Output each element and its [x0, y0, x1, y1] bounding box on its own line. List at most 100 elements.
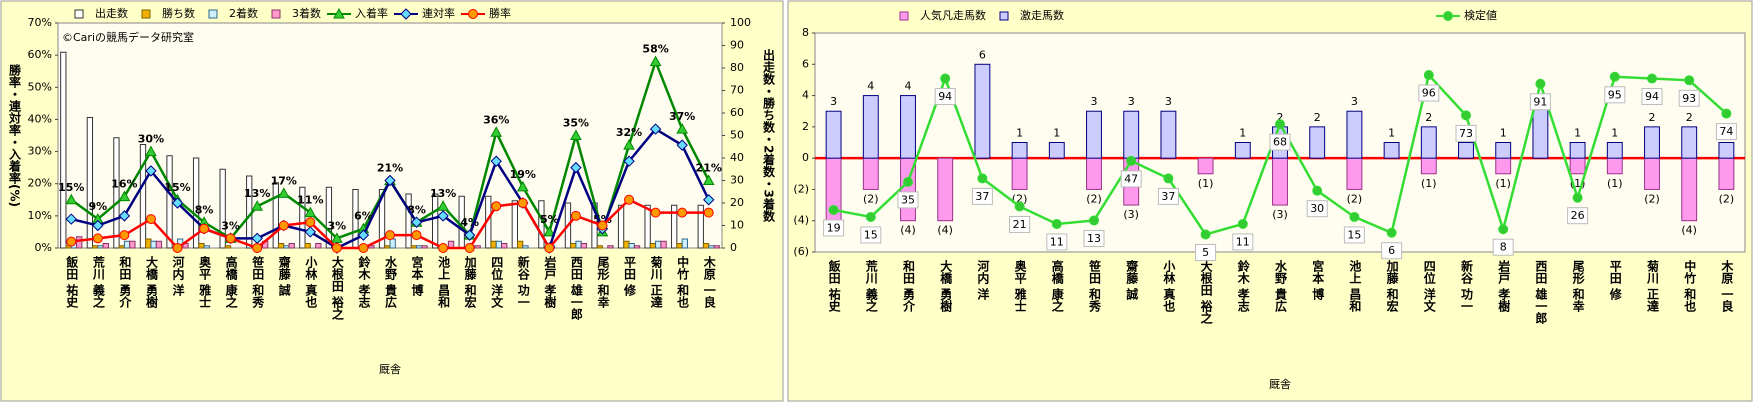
bar — [1011, 157, 1028, 190]
line-marker — [1051, 218, 1062, 229]
line-value-box — [1641, 88, 1663, 106]
line-marker — [1126, 155, 1137, 166]
line-marker — [118, 190, 131, 202]
bar-value-label: 1 — [1388, 127, 1395, 140]
legend-label: 連対率 — [422, 6, 455, 20]
legend-swatch — [999, 11, 1009, 21]
line-marker — [384, 174, 396, 187]
line-value-box — [1306, 200, 1328, 218]
bar-value-label: 2 — [1686, 111, 1693, 124]
bar — [862, 95, 879, 159]
x-tick-label: 岩戸 孝樹 — [543, 255, 557, 309]
line-marker — [119, 230, 130, 241]
y-tick-label: 2 — [802, 120, 809, 133]
bar — [676, 243, 683, 249]
bar — [511, 200, 518, 249]
line-marker — [304, 206, 317, 218]
line-value-label: 30% — [138, 133, 164, 146]
bar — [575, 240, 582, 249]
y2-tick-label: 80 — [730, 61, 744, 74]
x-tick-label: 平田 修 — [1608, 260, 1622, 301]
line-marker — [1386, 227, 1397, 238]
bar — [628, 243, 635, 249]
line-marker — [490, 126, 503, 137]
bar-value-label: (1) — [1495, 177, 1511, 190]
line-value-label: 16% — [111, 178, 137, 191]
line-marker — [977, 173, 988, 184]
y2-tick-label: 90 — [730, 39, 744, 52]
bar — [1346, 110, 1363, 159]
line-value-box — [1455, 124, 1477, 142]
y2-tick-label: 20 — [730, 196, 744, 209]
bar — [410, 245, 418, 249]
line-value-label: 21 — [1013, 218, 1027, 231]
bar — [192, 157, 200, 249]
line-value-label: 13% — [244, 187, 270, 200]
bar-value-label: 3 — [1165, 95, 1172, 108]
line-marker — [65, 213, 77, 225]
line-marker — [828, 204, 839, 215]
bar-value-label: 3 — [830, 95, 837, 108]
y2-tick-label: 10 — [730, 219, 744, 232]
bar — [596, 245, 603, 249]
bar-value-label: 2 — [1649, 111, 1656, 124]
y2-tick-label: 70 — [730, 84, 744, 97]
x-tick-label: 齋藤 誠 — [1125, 259, 1139, 301]
legend-swatch — [271, 9, 281, 19]
line-value-label: 8 — [1500, 241, 1507, 254]
bar — [384, 245, 391, 249]
line-value-label: 74 — [1719, 125, 1733, 138]
line-marker — [172, 243, 183, 253]
line-marker — [1200, 229, 1211, 240]
line-value-box — [1232, 233, 1254, 251]
line-marker — [650, 207, 661, 218]
line-value-box — [1046, 233, 1068, 251]
line-value-label: 6% — [354, 210, 373, 223]
line-marker — [468, 9, 478, 19]
bar-value-label: 2 — [1277, 111, 1284, 124]
x-tick-label: 加藤 和宏 — [1385, 259, 1399, 313]
bar-value-label: (1) — [1607, 177, 1623, 190]
legend-label: 2着数 — [229, 6, 258, 20]
bar — [1718, 142, 1735, 159]
y2-tick-label: 30 — [730, 174, 744, 187]
bar — [421, 245, 428, 249]
x-tick-label: 木原 一良 — [1720, 259, 1734, 313]
line-marker — [516, 180, 529, 192]
bar — [1458, 142, 1474, 159]
x-tick-label: 鈴木 孝志 — [357, 255, 371, 309]
y-tick-label: 20% — [28, 177, 52, 190]
legend-label: 出走数 — [95, 6, 128, 20]
x-tick-label: 大根田 裕之 — [330, 255, 344, 321]
bar — [299, 186, 306, 249]
y-axis-title: 勝率・連対率・入着率(%) — [8, 63, 22, 207]
x-tick-label: 齋藤 誠 — [277, 255, 291, 297]
line-value-label: 8% — [195, 203, 214, 216]
bar — [702, 243, 710, 249]
x-tick-label: 飯田 祐史 — [827, 259, 841, 313]
line-marker — [66, 236, 77, 247]
legend-label: 勝ち数 — [162, 6, 195, 20]
line-marker — [517, 198, 528, 208]
bar-value-label: 2 — [1425, 111, 1432, 124]
bar — [655, 240, 662, 249]
bar — [315, 243, 322, 249]
bar-value-label: (4) — [900, 224, 916, 237]
line-marker — [677, 207, 688, 218]
bar — [1123, 110, 1140, 159]
bar-value-label: 3 — [1091, 95, 1098, 108]
x-axis-title: 厩舎 — [379, 363, 401, 376]
line-marker — [251, 200, 264, 211]
bar — [118, 245, 125, 249]
line-value-label: 15% — [58, 181, 84, 194]
bar-value-label: 6 — [979, 48, 986, 61]
line-marker — [1163, 173, 1174, 184]
x-tick-label: 西田 雄一郎 — [1534, 260, 1548, 325]
bar — [1272, 157, 1288, 206]
bar — [1011, 142, 1028, 159]
bar-value-label: (2) — [1644, 192, 1660, 205]
line-value-box — [1009, 215, 1031, 233]
bar — [708, 245, 715, 249]
y2-tick-label: 0 — [730, 241, 737, 254]
line-value-label: 91 — [1533, 95, 1547, 108]
